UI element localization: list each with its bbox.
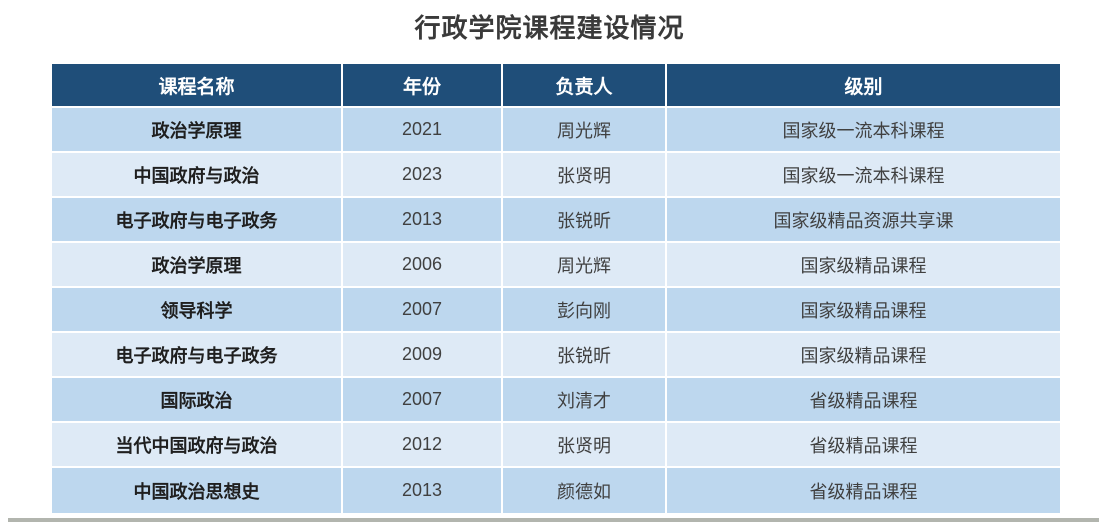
cell-level: 国家级精品课程	[667, 333, 1060, 378]
table-row: 中国政府与政治 2023 张贤明 国家级一流本科课程	[52, 153, 1060, 198]
cell-leader: 张贤明	[503, 153, 667, 198]
cell-course-name: 中国政府与政治	[52, 153, 343, 198]
cell-leader: 张贤明	[503, 423, 667, 468]
table-row: 当代中国政府与政治 2012 张贤明 省级精品课程	[52, 423, 1060, 468]
col-header-course-name: 课程名称	[52, 64, 343, 108]
cell-level: 国家级一流本科课程	[667, 108, 1060, 153]
cell-year: 2023	[343, 153, 503, 198]
table-row: 电子政府与电子政务 2009 张锐昕 国家级精品课程	[52, 333, 1060, 378]
cell-leader: 张锐昕	[503, 333, 667, 378]
cell-year: 2013	[343, 198, 503, 243]
cell-level: 国家级精品课程	[667, 288, 1060, 333]
cell-course-name: 政治学原理	[52, 108, 343, 153]
table-row: 政治学原理 2021 周光辉 国家级一流本科课程	[52, 108, 1060, 153]
table-row: 中国政治思想史 2013 颜德如 省级精品课程	[52, 468, 1060, 513]
table-row: 政治学原理 2006 周光辉 国家级精品课程	[52, 243, 1060, 288]
cell-course-name: 政治学原理	[52, 243, 343, 288]
cell-leader: 张锐昕	[503, 198, 667, 243]
cell-leader: 周光辉	[503, 108, 667, 153]
cell-year: 2012	[343, 423, 503, 468]
table-row: 电子政府与电子政务 2013 张锐昕 国家级精品资源共享课	[52, 198, 1060, 243]
cell-leader: 颜德如	[503, 468, 667, 513]
cell-level: 省级精品课程	[667, 423, 1060, 468]
cell-course-name: 国际政治	[52, 378, 343, 423]
cell-level: 省级精品课程	[667, 468, 1060, 513]
cell-level: 国家级精品课程	[667, 243, 1060, 288]
page-title: 行政学院课程建设情况	[414, 13, 685, 43]
cell-year: 2007	[343, 378, 503, 423]
cell-level: 国家级精品资源共享课	[667, 198, 1060, 243]
col-header-level: 级别	[667, 64, 1060, 108]
cell-leader: 周光辉	[503, 243, 667, 288]
cell-course-name: 中国政治思想史	[52, 468, 343, 513]
cell-level: 省级精品课程	[667, 378, 1060, 423]
cell-course-name: 当代中国政府与政治	[52, 423, 343, 468]
cell-year: 2006	[343, 243, 503, 288]
table-row: 国际政治 2007 刘清才 省级精品课程	[52, 378, 1060, 423]
cell-course-name: 电子政府与电子政务	[52, 198, 343, 243]
cell-year: 2009	[343, 333, 503, 378]
cell-leader: 彭向刚	[503, 288, 667, 333]
table-row: 领导科学 2007 彭向刚 国家级精品课程	[52, 288, 1060, 333]
cell-year: 2021	[343, 108, 503, 153]
cell-course-name: 电子政府与电子政务	[52, 333, 343, 378]
bottom-divider	[8, 518, 1099, 522]
cell-level: 国家级一流本科课程	[667, 153, 1060, 198]
table-body: 政治学原理 2021 周光辉 国家级一流本科课程 中国政府与政治 2023 张贤明 国家级一流…	[52, 108, 1060, 513]
courses-table-container: 课程名称 年份 负责人 级别 政治学原理 2021 周光辉 国家级一流本科课程 中国政府…	[52, 64, 1060, 513]
cell-course-name: 领导科学	[52, 288, 343, 333]
cell-leader: 刘清才	[503, 378, 667, 423]
table-header-row: 课程名称 年份 负责人 级别	[52, 64, 1060, 108]
col-header-year: 年份	[343, 64, 503, 108]
cell-year: 2013	[343, 468, 503, 513]
cell-year: 2007	[343, 288, 503, 333]
col-header-leader: 负责人	[503, 64, 667, 108]
courses-table: 课程名称 年份 负责人 级别 政治学原理 2021 周光辉 国家级一流本科课程 中国政府…	[52, 64, 1060, 513]
